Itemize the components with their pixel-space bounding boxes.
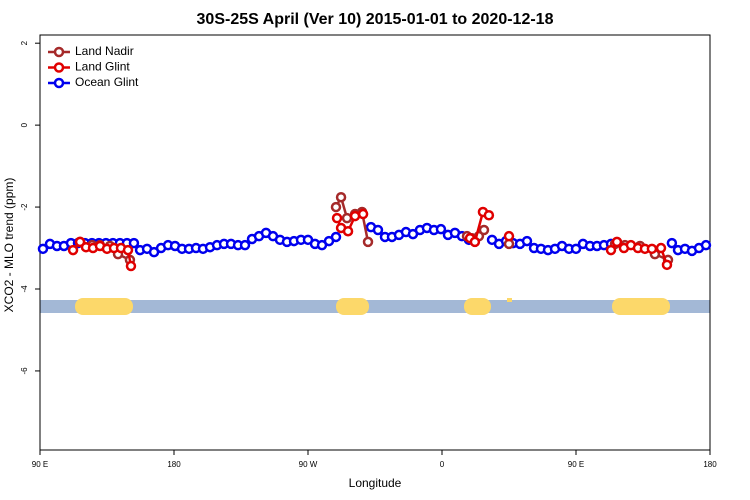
x-tick-label: 180 — [167, 460, 181, 469]
point — [330, 201, 342, 213]
legend-marker — [53, 62, 65, 73]
x-tick-label: 180 — [703, 460, 717, 469]
y-axis-label: XCO2 - MLO trend (ppm) — [2, 178, 16, 313]
point — [67, 244, 79, 256]
legend-marker — [53, 77, 65, 89]
point — [521, 235, 533, 247]
point — [700, 239, 712, 251]
point — [122, 244, 134, 256]
point — [125, 260, 137, 272]
y-tick-label: -2 — [20, 203, 29, 211]
legend-label: Land Glint — [75, 60, 130, 74]
y-tick-label: -4 — [20, 285, 29, 293]
y-tick-label: -6 — [20, 367, 29, 375]
point — [349, 210, 361, 222]
point — [503, 230, 515, 242]
point — [362, 236, 374, 248]
point — [469, 236, 481, 248]
legend-label: Ocean Glint — [75, 75, 139, 89]
point — [435, 223, 447, 235]
point — [655, 242, 667, 254]
point — [341, 212, 353, 224]
point — [478, 224, 490, 236]
y-tick-label: 2 — [20, 40, 29, 45]
point — [372, 224, 384, 236]
x-tick-label: 0 — [440, 460, 445, 469]
point — [661, 259, 673, 271]
point — [666, 237, 678, 249]
chart-title: 30S-25S April (Ver 10) 2015-01-01 to 202… — [197, 11, 554, 28]
point — [611, 236, 623, 248]
x-tick-label: 90 E — [32, 460, 48, 469]
point — [483, 210, 495, 221]
point — [331, 212, 343, 224]
point — [239, 239, 251, 251]
point — [37, 243, 49, 255]
y-tick-label: 0 — [20, 122, 29, 127]
point — [330, 231, 342, 243]
x-tick-label: 90 W — [299, 460, 318, 469]
x-tick-label: 90 E — [568, 460, 584, 469]
legend-marker — [53, 46, 65, 58]
point — [646, 243, 658, 255]
x-axis-label: Longitude — [349, 476, 402, 490]
point — [128, 237, 140, 249]
point — [335, 191, 347, 203]
legend-label: Land Nadir — [75, 44, 134, 58]
point — [342, 225, 354, 237]
point — [605, 244, 617, 256]
land-ocean-strip — [40, 298, 710, 315]
point — [570, 243, 582, 255]
point — [357, 208, 369, 220]
